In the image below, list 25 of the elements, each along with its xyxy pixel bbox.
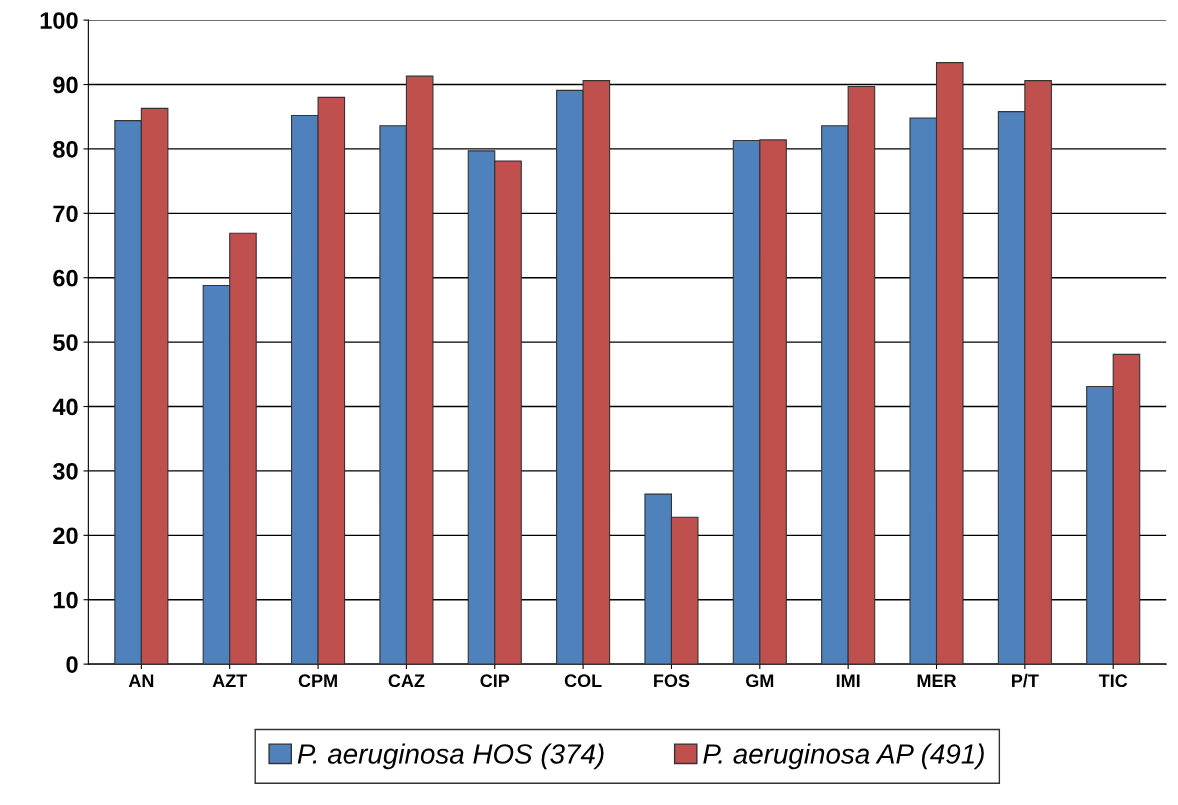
y-tick-label: 40	[52, 398, 78, 416]
y-tick-label: 30	[52, 462, 78, 480]
legend-label: P. aeruginosa HOS (374)	[297, 743, 604, 770]
y-tick-label: 10	[53, 591, 78, 609]
x-tick-label: COL	[564, 674, 602, 688]
x-tick-label: IMI	[836, 674, 860, 687]
x-tick-label: P/T	[1012, 673, 1039, 688]
x-tick-label: CIP	[480, 674, 510, 688]
y-tick-label: 60	[53, 269, 78, 287]
x-tick-label: CAZ	[388, 674, 425, 688]
x-tick-label: CPM	[298, 674, 337, 688]
y-tick-label: 50	[53, 334, 78, 351]
legend-label: P. aeruginosa AP (491)	[703, 743, 984, 770]
y-tick-label: 0	[66, 656, 78, 673]
x-tick-label: MER	[917, 674, 957, 687]
y-tick-label: 90	[53, 76, 78, 94]
x-tick-label: AN	[128, 674, 154, 687]
y-tick-label: 100	[40, 12, 78, 29]
x-tick-label: GM	[746, 674, 774, 688]
y-tick-label: 80	[53, 140, 78, 158]
y-tick-label: 20	[53, 527, 78, 545]
y-tick-label: 70	[53, 205, 78, 223]
x-tick-label: TIC	[1098, 674, 1128, 688]
x-tick-label: FOS	[654, 674, 690, 688]
x-tick-label: AZT	[212, 674, 248, 687]
